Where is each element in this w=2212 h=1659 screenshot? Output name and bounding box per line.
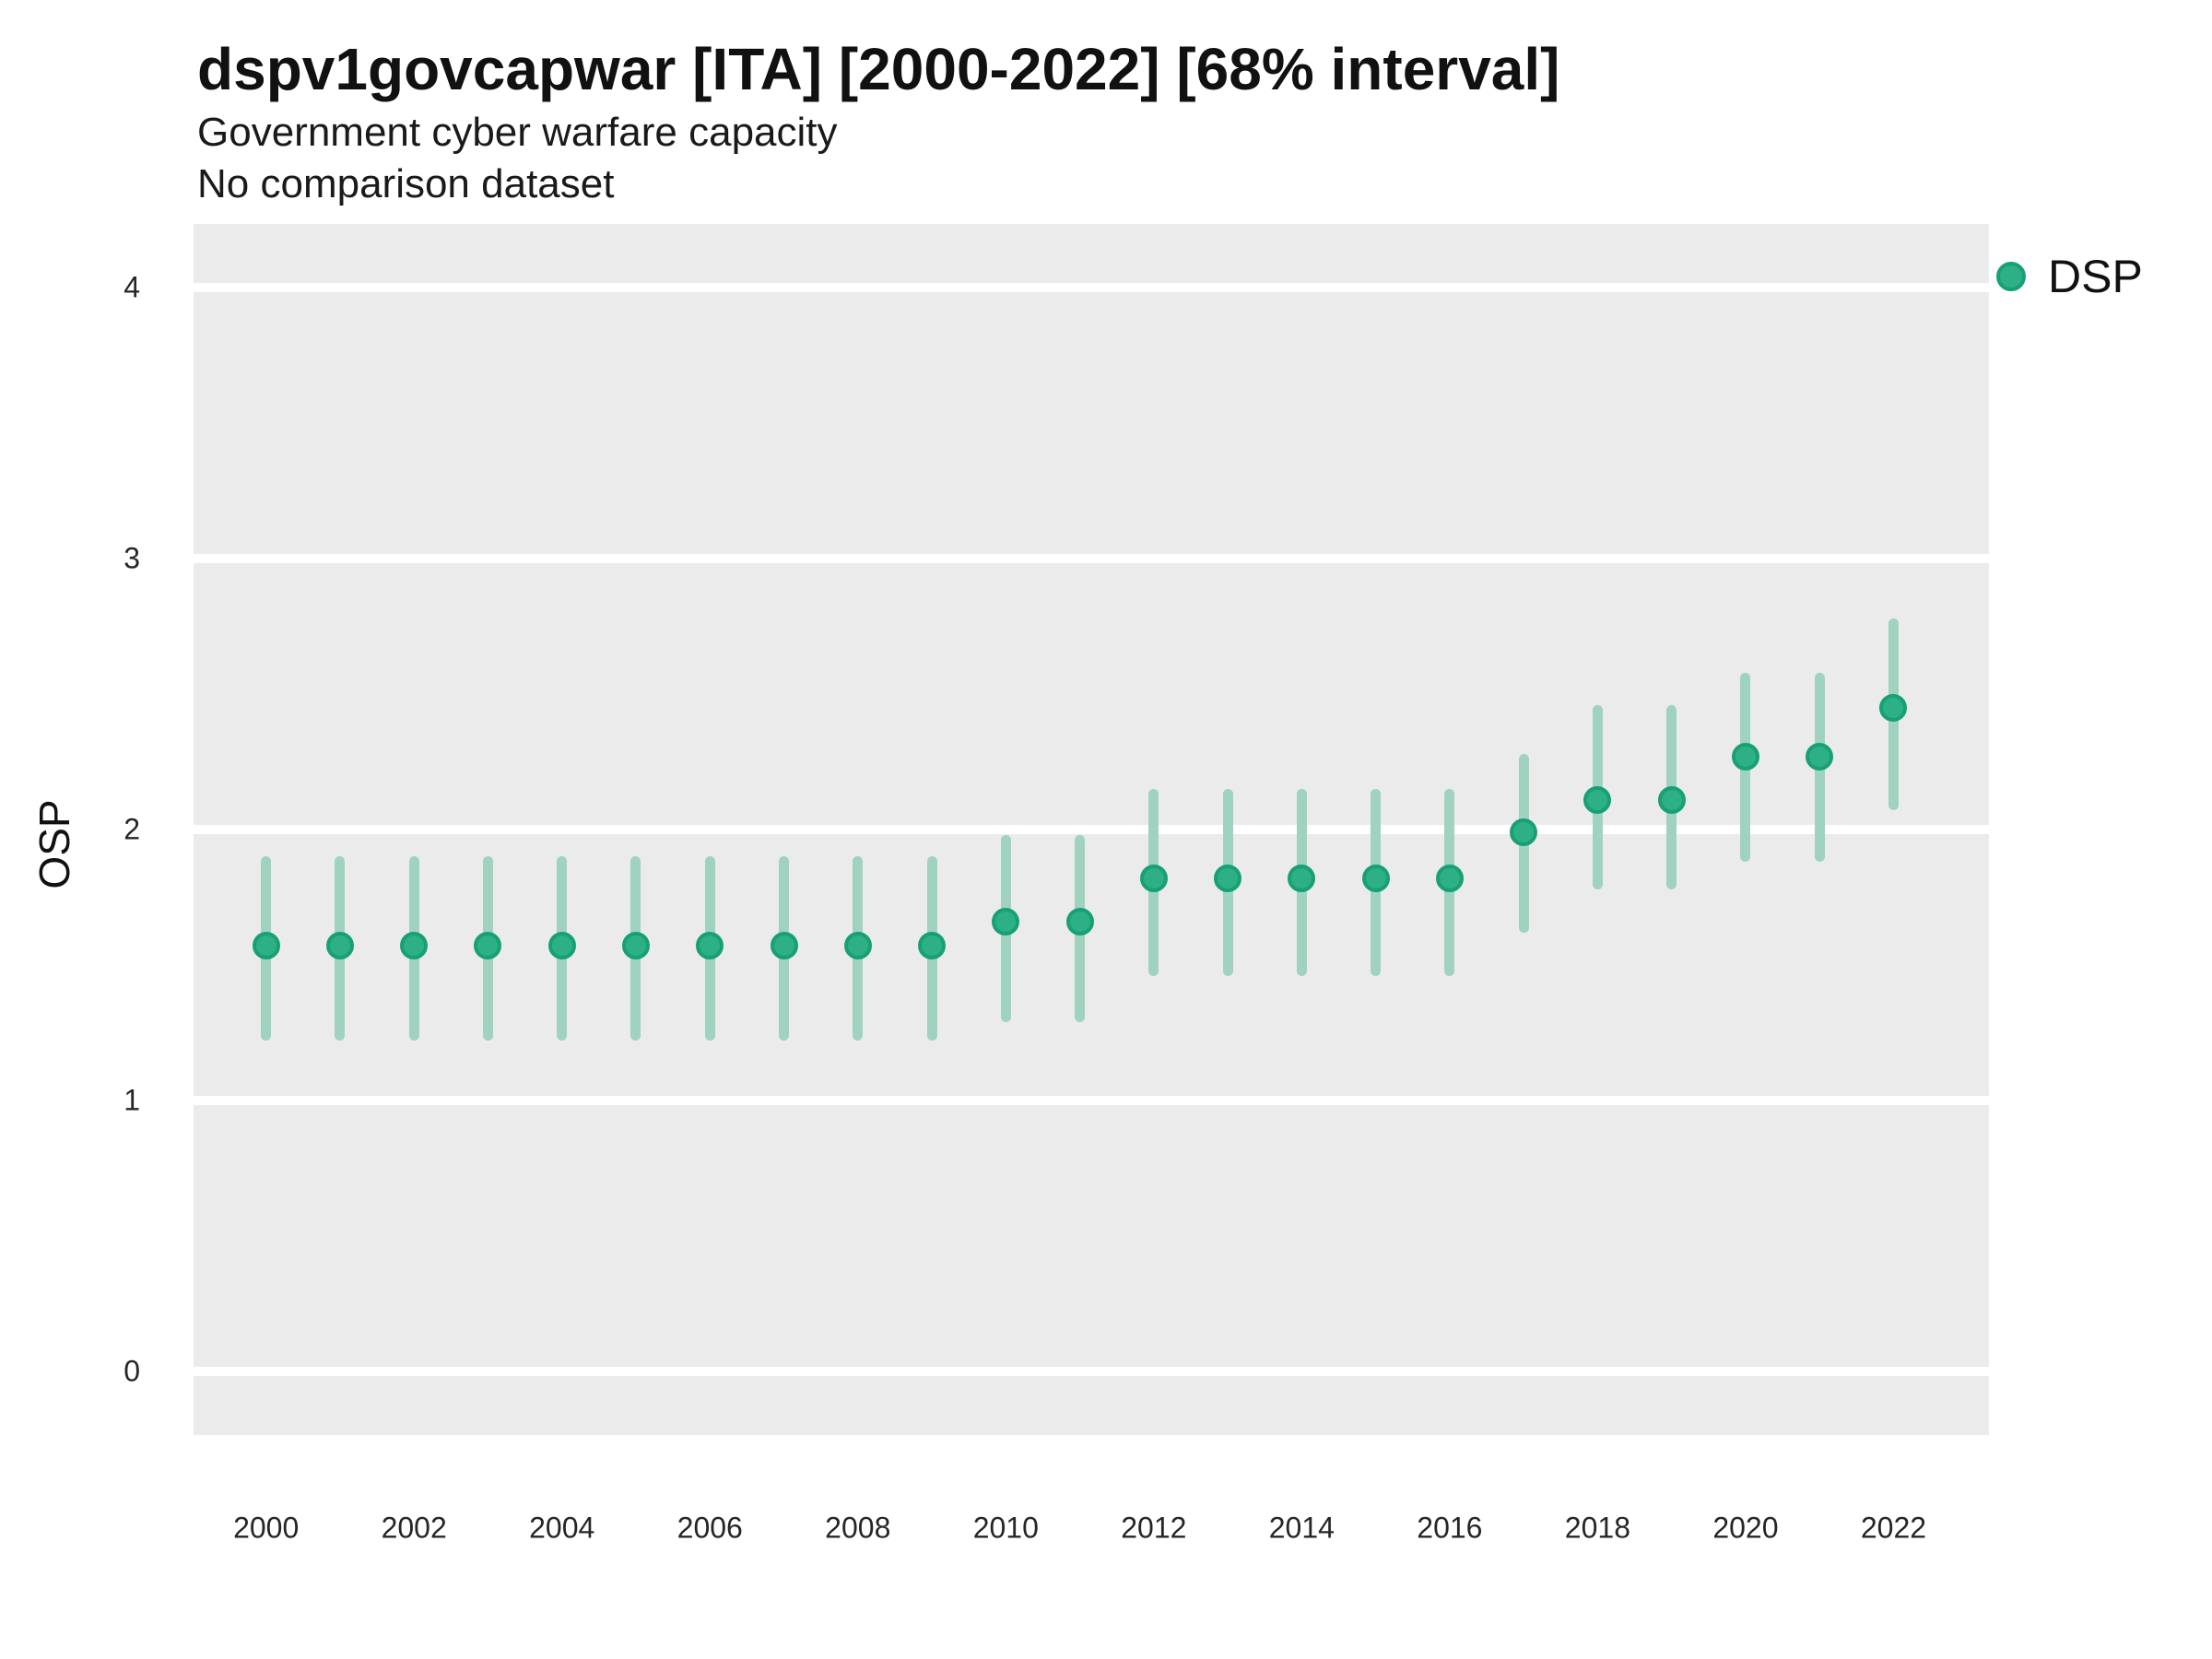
data-point-2001 bbox=[325, 932, 354, 960]
data-point-2020 bbox=[1731, 742, 1759, 771]
data-point-2011 bbox=[1065, 907, 1094, 935]
gridline-y-4 bbox=[194, 283, 1989, 293]
data-point-2009 bbox=[918, 932, 947, 960]
data-point-2015 bbox=[1361, 864, 1390, 892]
x-tick-label-2022: 2022 bbox=[1860, 1511, 1927, 1545]
x-tick-label-2016: 2016 bbox=[1417, 1511, 1483, 1545]
data-point-2004 bbox=[547, 932, 576, 960]
data-point-2017 bbox=[1510, 818, 1538, 846]
x-tick-label-2002: 2002 bbox=[381, 1511, 447, 1545]
x-tick-label-2004: 2004 bbox=[529, 1511, 595, 1545]
chart-subtitle: Government cyber warfare capacity No com… bbox=[197, 107, 838, 210]
x-tick-label-2018: 2018 bbox=[1564, 1511, 1630, 1545]
legend-point-icon bbox=[1996, 262, 2026, 291]
x-tick-label-2008: 2008 bbox=[825, 1511, 891, 1545]
data-point-2007 bbox=[770, 932, 798, 960]
data-point-2002 bbox=[400, 932, 429, 960]
plot-panel bbox=[194, 224, 1989, 1435]
x-tick-label-2006: 2006 bbox=[677, 1511, 743, 1545]
data-point-2008 bbox=[843, 932, 872, 960]
y-tick-label-2: 2 bbox=[124, 812, 140, 846]
chart-title: dspv1govcapwar [ITA] [2000-2022] [68% in… bbox=[197, 36, 1560, 102]
data-point-2019 bbox=[1657, 785, 1686, 814]
x-tick-label-2000: 2000 bbox=[233, 1511, 300, 1545]
data-point-2005 bbox=[621, 932, 650, 960]
data-point-2014 bbox=[1288, 864, 1316, 892]
y-tick-label-0: 0 bbox=[124, 1354, 140, 1388]
data-point-2010 bbox=[992, 907, 1020, 935]
data-point-2003 bbox=[474, 932, 502, 960]
data-point-2016 bbox=[1435, 864, 1464, 892]
data-point-2018 bbox=[1583, 785, 1612, 814]
x-tick-label-2012: 2012 bbox=[1121, 1511, 1187, 1545]
data-point-2006 bbox=[696, 932, 724, 960]
subtitle-line-2: No comparison dataset bbox=[197, 161, 615, 206]
data-point-2012 bbox=[1139, 864, 1168, 892]
y-tick-label-4: 4 bbox=[124, 270, 140, 304]
x-tick-label-2010: 2010 bbox=[972, 1511, 1039, 1545]
subtitle-line-1: Government cyber warfare capacity bbox=[197, 110, 838, 155]
x-tick-label-2020: 2020 bbox=[1712, 1511, 1779, 1545]
gridline-y-1 bbox=[194, 1095, 1989, 1105]
legend-label: DSP bbox=[2048, 251, 2143, 302]
data-point-2022 bbox=[1879, 693, 1908, 722]
data-point-2013 bbox=[1214, 864, 1242, 892]
data-point-2021 bbox=[1806, 742, 1834, 771]
y-tick-label-1: 1 bbox=[124, 1083, 140, 1117]
y-tick-label-3: 3 bbox=[124, 541, 140, 575]
x-tick-label-2014: 2014 bbox=[1268, 1511, 1335, 1545]
gridline-y-2 bbox=[194, 825, 1989, 834]
gridline-y-0 bbox=[194, 1366, 1989, 1376]
gridline-y-3 bbox=[194, 554, 1989, 564]
data-point-2000 bbox=[252, 932, 280, 960]
